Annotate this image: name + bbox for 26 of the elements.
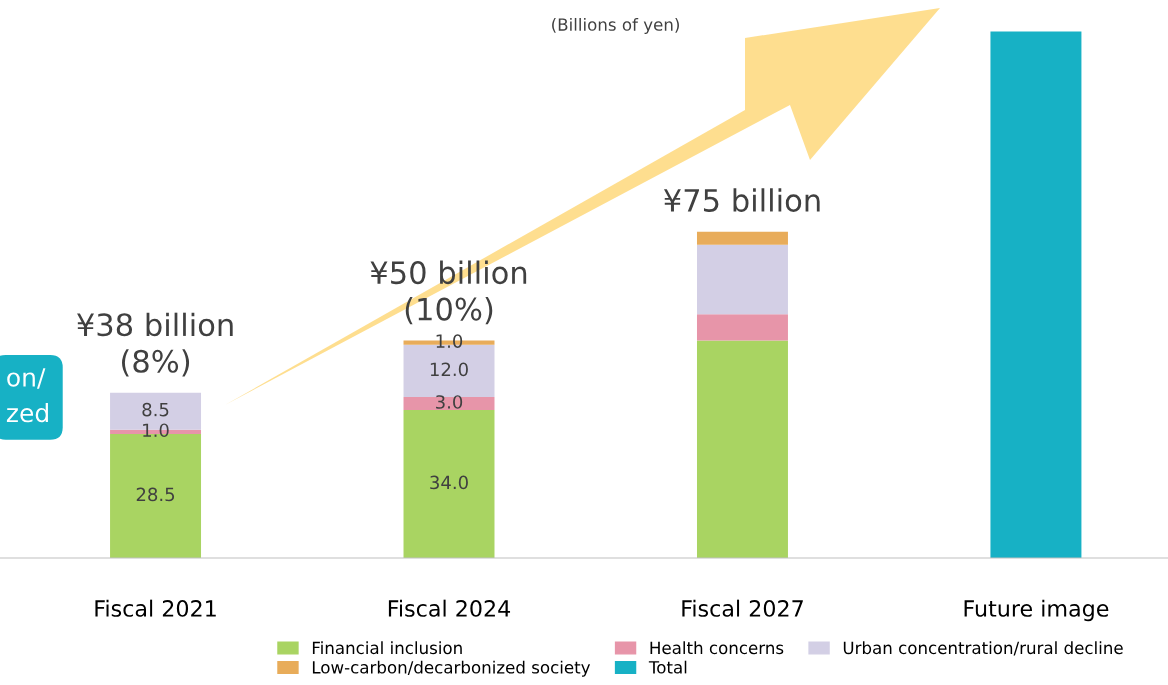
x-tick-label: Fiscal 2021 (95, 599, 216, 617)
legend-label: Financial inclusion (312, 641, 462, 655)
bar (990, 31, 1082, 558)
bar (403, 410, 495, 558)
bar (696, 244, 788, 315)
data-label: 28.5 (136, 487, 175, 502)
annotation: (Billions of yen) (552, 17, 679, 35)
legend-label: Low-carbon/decarbonized society (312, 660, 591, 677)
legend-label: Health concerns (650, 641, 784, 655)
data-label: 8.5 (142, 402, 169, 417)
bar (403, 397, 495, 411)
bar (696, 314, 788, 341)
annotation: on/ zed (6, 368, 48, 423)
legend-label: Urban concentration/rural decline (843, 641, 1123, 656)
x-tick-label: Fiscal 2027 (682, 599, 803, 617)
data-label: 12.0 (430, 362, 468, 377)
x-tick-label: Future image (964, 599, 1109, 622)
bar (696, 231, 788, 245)
data-label: 1.0 (143, 423, 169, 438)
data-label: 3.0 (436, 395, 463, 409)
bar (696, 340, 788, 558)
x-tick-label: Fiscal 2024 (388, 599, 511, 617)
legend-label: Total (648, 660, 687, 674)
annotation: ¥38 billion (8%) (77, 312, 233, 377)
data-label: 34.0 (430, 475, 468, 490)
annotation: ¥75 billion (663, 188, 820, 212)
